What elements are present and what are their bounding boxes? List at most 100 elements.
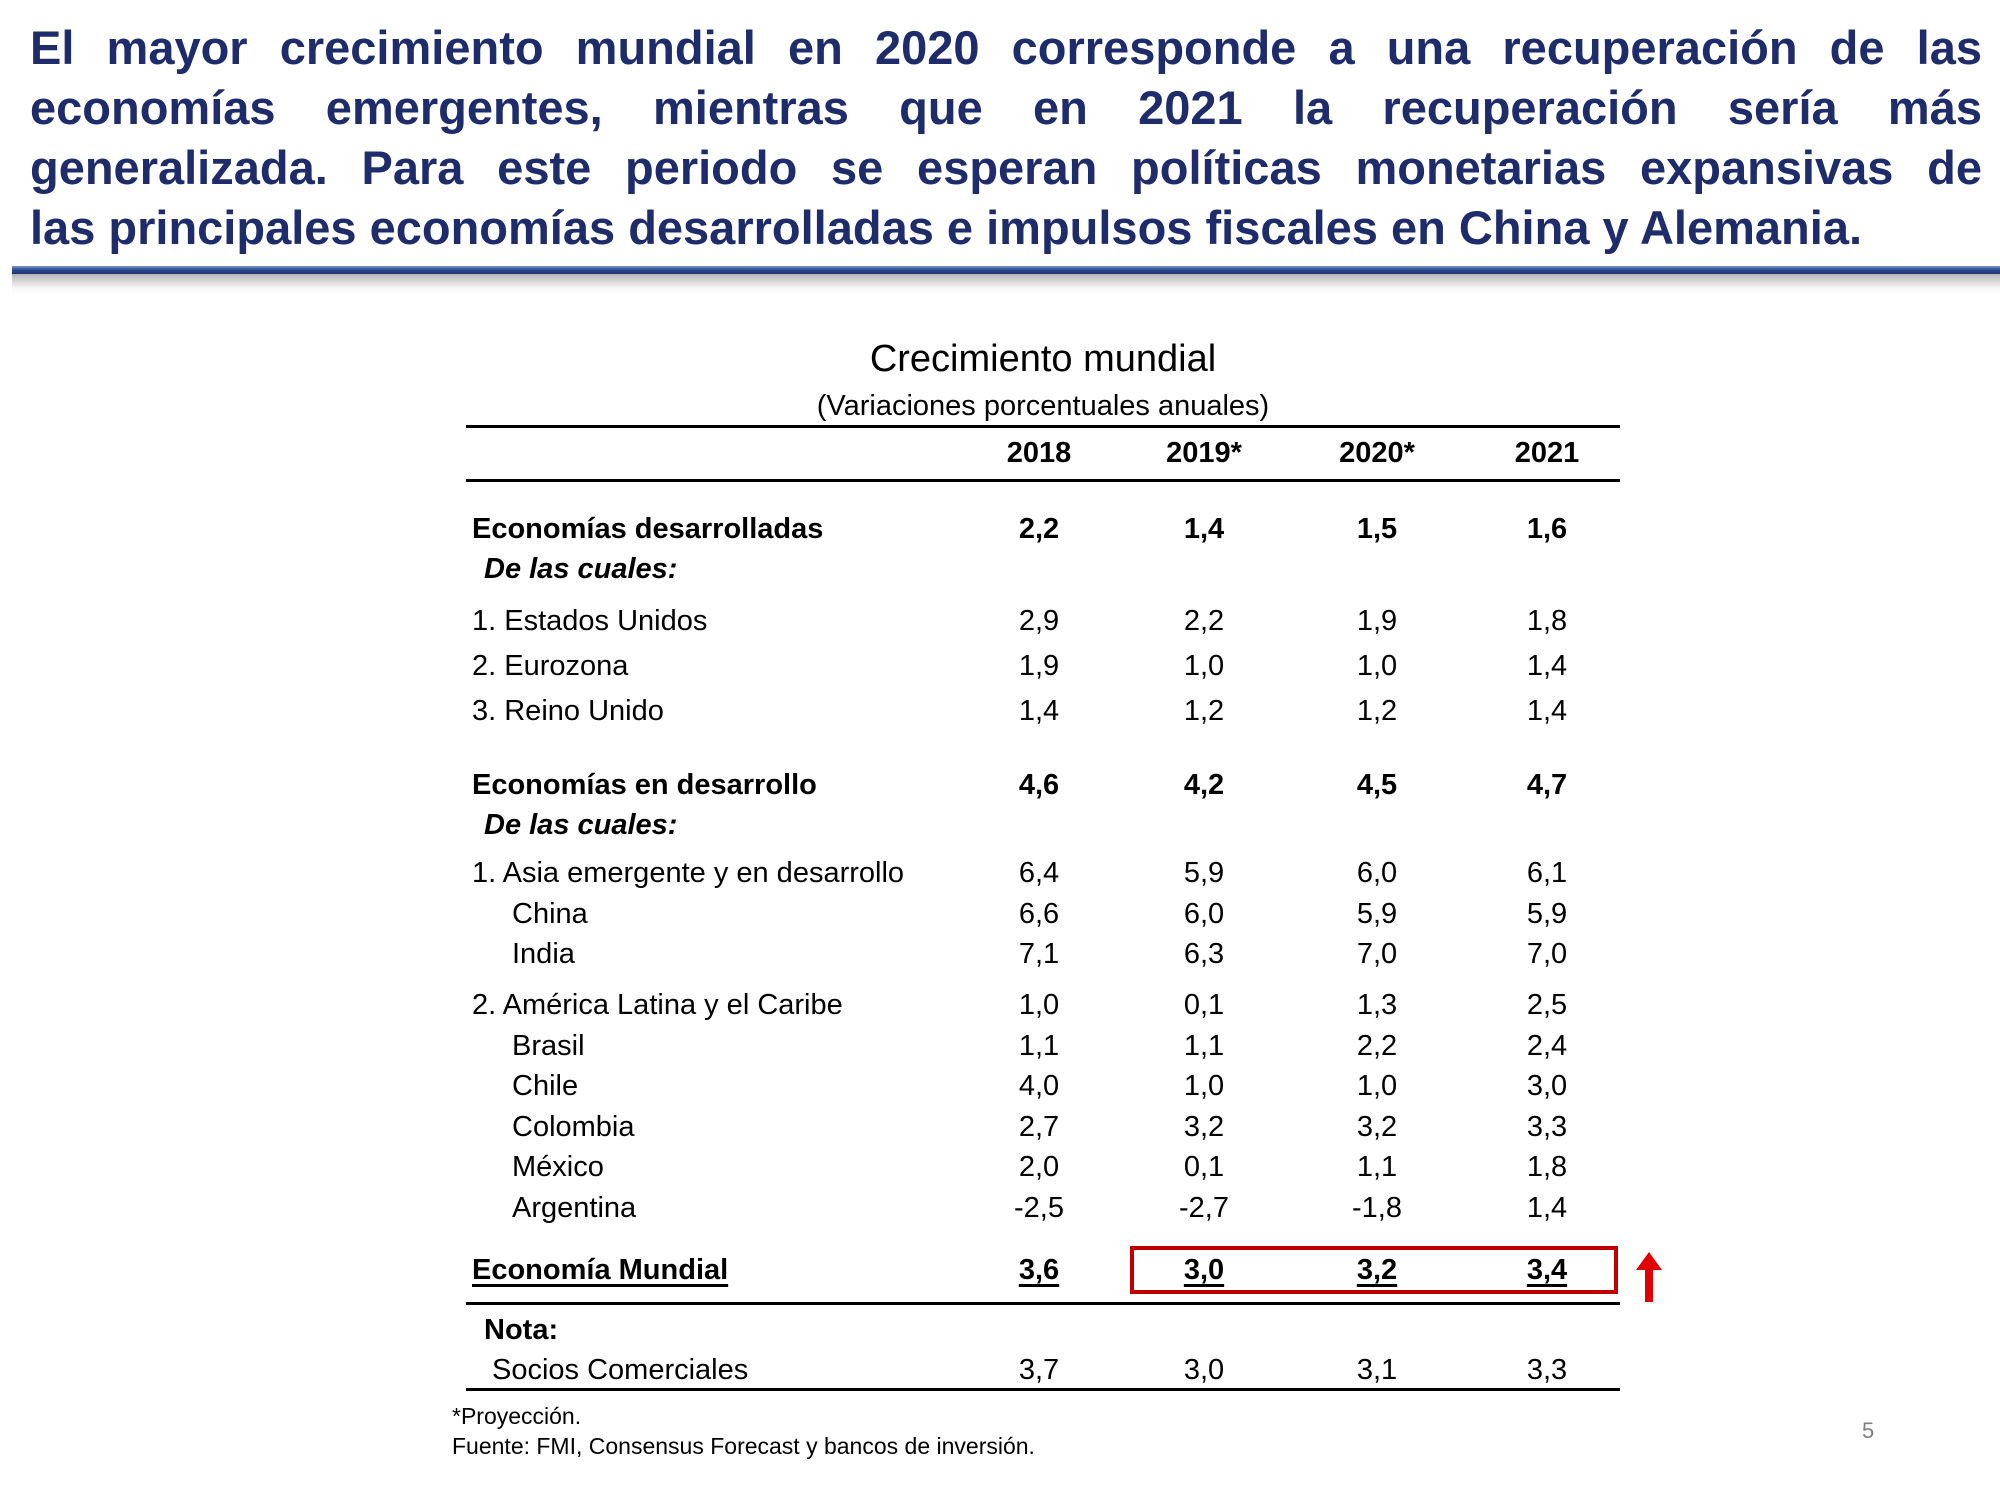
cell-2018: 3,7 bbox=[1018, 1354, 1060, 1386]
row-label: Nota: bbox=[484, 1314, 559, 1346]
cell-2019: 4,2 bbox=[1183, 769, 1225, 801]
table-row: México 2,0 0,1 1,1 1,8 bbox=[466, 1147, 1620, 1187]
cell-2020: 2,2 bbox=[1356, 1030, 1398, 1062]
cell-2019: 3,2 bbox=[1183, 1111, 1225, 1143]
table-header-rule bbox=[466, 479, 1620, 482]
row-label: Chile bbox=[512, 1070, 579, 1102]
cell-2021: 6,1 bbox=[1526, 857, 1568, 889]
row-label: India bbox=[512, 938, 575, 970]
table-subtitle: (Variaciones porcentuales anuales) bbox=[816, 390, 1270, 422]
row-label: Economías desarrolladas bbox=[472, 513, 824, 545]
table-row-developing: Economías en desarrollo 4,6 4,2 4,5 4,7 bbox=[466, 765, 1620, 805]
headline-line-3: generalizada. Para este periodo se esper… bbox=[30, 141, 1982, 194]
cell-2018: -2,5 bbox=[1014, 1192, 1064, 1224]
cell-2020: 7,0 bbox=[1356, 938, 1398, 970]
column-header-2019: 2019* bbox=[1166, 437, 1242, 469]
row-label: Argentina bbox=[512, 1192, 637, 1224]
cell-2020: 3,1 bbox=[1356, 1354, 1398, 1386]
table-row: Argentina -2,5 -2,7 -1,8 1,4 bbox=[466, 1188, 1620, 1228]
footnote-source: Fuente: FMI, Consensus Forecast y bancos… bbox=[452, 1433, 1035, 1459]
cell-2019: 5,9 bbox=[1183, 857, 1225, 889]
cell-2021: 2,5 bbox=[1526, 989, 1568, 1021]
cell-2018: 4,0 bbox=[1018, 1070, 1060, 1102]
table-row-subheader: De las cuales: bbox=[466, 805, 1620, 845]
cell-2019: -2,7 bbox=[1179, 1192, 1229, 1224]
cell-2018: 4,6 bbox=[1018, 769, 1060, 801]
cell-2019: 1,1 bbox=[1183, 1030, 1225, 1062]
table-row: Brasil 1,1 1,1 2,2 2,4 bbox=[466, 1026, 1620, 1066]
cell-2019: 1,2 bbox=[1183, 695, 1225, 727]
cell-2020: 1,2 bbox=[1356, 695, 1398, 727]
row-label: 1. Asia emergente y en desarrollo bbox=[472, 857, 905, 889]
cell-2019: 0,1 bbox=[1183, 1151, 1225, 1183]
table-row: China 6,6 6,0 5,9 5,9 bbox=[466, 894, 1620, 934]
cell-2019: 3,0 bbox=[1183, 1354, 1225, 1386]
cell-2019: 1,4 bbox=[1183, 513, 1225, 545]
cell-2020: -1,8 bbox=[1352, 1192, 1402, 1224]
cell-2018: 1,1 bbox=[1018, 1030, 1060, 1062]
table-title: Crecimiento mundial bbox=[869, 338, 1217, 380]
cell-2018: 1,0 bbox=[1018, 989, 1060, 1021]
cell-2020: 3,2 bbox=[1356, 1254, 1398, 1286]
arrow-up-icon bbox=[1636, 1252, 1662, 1302]
cell-2021: 3,0 bbox=[1526, 1070, 1568, 1102]
cell-2018: 6,4 bbox=[1018, 857, 1060, 889]
cell-2019: 6,3 bbox=[1183, 938, 1225, 970]
row-label: Socios Comerciales bbox=[492, 1354, 749, 1386]
page-number: 5 bbox=[1862, 1418, 1875, 1443]
cell-2020: 1,0 bbox=[1356, 650, 1398, 682]
cell-2020: 3,2 bbox=[1356, 1111, 1398, 1143]
cell-2021: 3,4 bbox=[1526, 1254, 1568, 1286]
cell-2018: 2,0 bbox=[1018, 1151, 1060, 1183]
table-row: 2. Eurozona 1,9 1,0 1,0 1,4 bbox=[466, 646, 1620, 686]
table-row: 1. Estados Unidos 2,9 2,2 1,9 1,8 bbox=[466, 601, 1620, 641]
cell-2021: 1,4 bbox=[1526, 1192, 1568, 1224]
table-row: Socios Comerciales 3,7 3,0 3,1 3,3 bbox=[466, 1350, 1620, 1390]
cell-2020: 4,5 bbox=[1356, 769, 1398, 801]
row-label: 2. Eurozona bbox=[472, 650, 629, 682]
cell-2021: 1,8 bbox=[1526, 605, 1568, 637]
cell-2020: 1,3 bbox=[1356, 989, 1398, 1021]
cell-2018: 2,7 bbox=[1018, 1111, 1060, 1143]
row-label: 2. América Latina y el Caribe bbox=[472, 989, 843, 1021]
cell-2020: 1,1 bbox=[1356, 1151, 1398, 1183]
column-header-2021: 2021 bbox=[1514, 437, 1580, 469]
row-label: China bbox=[512, 898, 588, 930]
slide-headline: El mayor crecimiento mundial en 2020 cor… bbox=[30, 18, 1982, 258]
table-row: 1. Asia emergente y en desarrollo 6,4 5,… bbox=[466, 853, 1620, 893]
row-label: Colombia bbox=[512, 1111, 635, 1143]
headline-line-4: las principales economías desarrolladas … bbox=[30, 201, 1863, 254]
cell-2021: 1,6 bbox=[1526, 513, 1568, 545]
table-row-note: Nota: bbox=[466, 1310, 1620, 1350]
cell-2020: 1,9 bbox=[1356, 605, 1398, 637]
table-row-developed: Economías desarrolladas 2,2 1,4 1,5 1,6 bbox=[466, 509, 1620, 549]
row-label: Economía Mundial bbox=[472, 1254, 729, 1286]
cell-2018: 3,6 bbox=[1018, 1254, 1060, 1286]
cell-2019: 1,0 bbox=[1183, 650, 1225, 682]
cell-2019: 0,1 bbox=[1183, 989, 1225, 1021]
table-top-rule bbox=[466, 425, 1620, 428]
row-label: México bbox=[512, 1151, 604, 1183]
row-label: Brasil bbox=[512, 1030, 585, 1062]
row-label: 1. Estados Unidos bbox=[472, 605, 708, 637]
row-label: De las cuales: bbox=[484, 809, 678, 841]
table-row: 3. Reino Unido 1,4 1,2 1,2 1,4 bbox=[466, 691, 1620, 731]
cell-2021: 4,7 bbox=[1526, 769, 1568, 801]
cell-2020: 6,0 bbox=[1356, 857, 1398, 889]
headline-line-1: El mayor crecimiento mundial en 2020 cor… bbox=[30, 21, 1982, 74]
table-row: Chile 4,0 1,0 1,0 3,0 bbox=[466, 1066, 1620, 1106]
highlight-box bbox=[1130, 1246, 1618, 1294]
cell-2020: 1,0 bbox=[1356, 1070, 1398, 1102]
table-row-world: Economía Mundial 3,6 3,0 3,2 3,4 bbox=[466, 1250, 1620, 1290]
row-label: Economías en desarrollo bbox=[472, 769, 817, 801]
cell-2021: 2,4 bbox=[1526, 1030, 1568, 1062]
table-row: Colombia 2,7 3,2 3,2 3,3 bbox=[466, 1107, 1620, 1147]
divider-shadow bbox=[12, 274, 2000, 294]
cell-2019: 2,2 bbox=[1183, 605, 1225, 637]
column-header-2020: 2020* bbox=[1339, 437, 1415, 469]
table-row: 2. América Latina y el Caribe 1,0 0,1 1,… bbox=[466, 985, 1620, 1025]
cell-2021: 5,9 bbox=[1526, 898, 1568, 930]
column-header-2018: 2018 bbox=[1006, 437, 1072, 469]
cell-2021: 1,4 bbox=[1526, 650, 1568, 682]
cell-2020: 1,5 bbox=[1356, 513, 1398, 545]
